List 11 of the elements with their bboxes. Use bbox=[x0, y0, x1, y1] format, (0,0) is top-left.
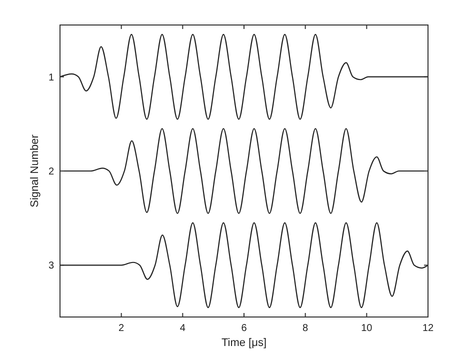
y-tick-label: 3 bbox=[48, 260, 54, 272]
x-tick-label: 2 bbox=[118, 323, 125, 334]
x-tick-label: 10 bbox=[361, 323, 373, 334]
y-axis-title: Signal Number bbox=[29, 134, 41, 208]
x-tick-label: 6 bbox=[241, 323, 248, 334]
x-tick-label: 8 bbox=[302, 323, 309, 334]
y-tick-label: 1 bbox=[48, 72, 54, 84]
x-tick-label: 12 bbox=[422, 323, 434, 334]
x-axis-title: Time [μs] bbox=[221, 337, 267, 349]
y-tick-label: 2 bbox=[48, 166, 54, 178]
x-tick-label: 4 bbox=[180, 323, 186, 334]
